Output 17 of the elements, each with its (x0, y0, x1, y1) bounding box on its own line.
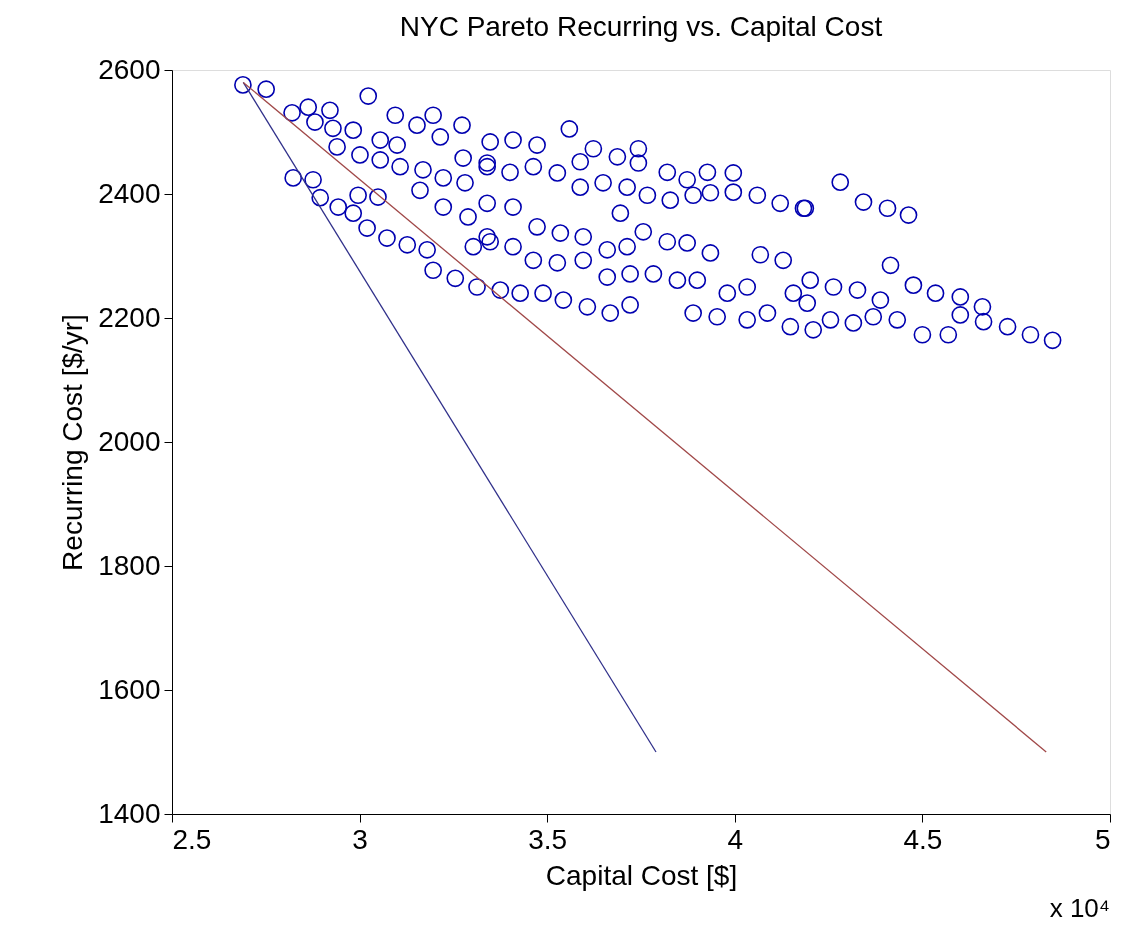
x-tick-label: 5 (1094, 823, 1111, 855)
x-tick-label: 4.5 (903, 823, 943, 855)
x-axis-title: Capital Cost [$] (545, 859, 738, 891)
y-tick-label: 1400 (98, 797, 161, 829)
y-tick-label: 2600 (98, 53, 161, 85)
text: x 10⁴ (1049, 893, 1110, 923)
y-tick-label: 2000 (98, 425, 161, 457)
y-tick-label: 1600 (98, 673, 161, 705)
y-tick-label: 2200 (98, 301, 161, 333)
x-tick-label: 4 (727, 823, 744, 855)
y-tick-label: 2400 (98, 177, 161, 209)
y-tick-label: 1800 (98, 549, 161, 581)
x-tick-label: 3.5 (528, 823, 568, 855)
x-tick-label: 2.5 (172, 823, 212, 855)
x-tick-label: 3 (352, 823, 368, 855)
chart-title: NYC Pareto Recurring vs. Capital Cost (399, 11, 883, 42)
y-axis-title: Recurring Cost [$/yr] (57, 314, 89, 571)
